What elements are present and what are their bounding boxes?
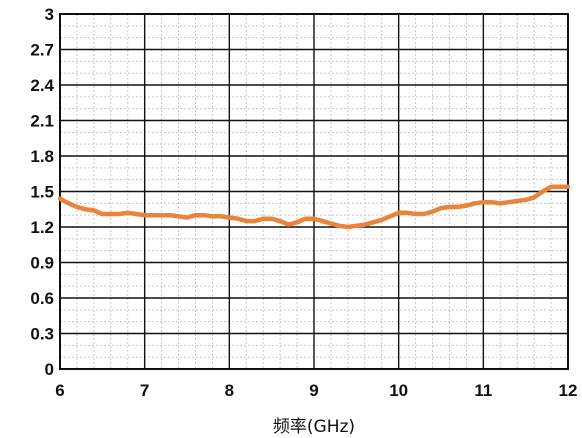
plot-frame [59,13,569,370]
x-tick-labels: 6 7 8 9 10 11 12 [55,381,577,400]
x-tick-label: 10 [389,381,408,400]
y-tick-label: 2.7 [30,41,54,60]
x-tick-label: 8 [225,381,234,400]
x-tick-label: 7 [140,381,149,400]
series-layer [57,184,571,230]
x-tick-label: 12 [559,381,578,400]
y-tick-label: 0.3 [30,325,54,344]
y-tick-label: 0.6 [30,289,54,308]
y-tick-labels: 0 0.3 0.6 0.9 1.2 1.5 1.8 2.1 2.4 2.7 3 [30,5,54,379]
y-tick-label: 0.9 [30,254,54,273]
x-tick-label: 9 [309,381,318,400]
y-tick-label: 2.1 [30,112,54,131]
y-tick-label: 0 [45,360,54,379]
y-tick-label: 3 [45,5,54,24]
y-tick-label: 1.8 [30,147,54,166]
x-axis-title: 频率(GHz) [273,417,355,437]
y-tick-label: 2.4 [30,76,54,95]
x-tick-label: 11 [474,381,492,400]
x-tick-label: 6 [55,381,64,400]
series-line [57,184,571,230]
y-tick-label: 1.5 [30,183,54,202]
y-tick-label: 1.2 [30,218,54,237]
